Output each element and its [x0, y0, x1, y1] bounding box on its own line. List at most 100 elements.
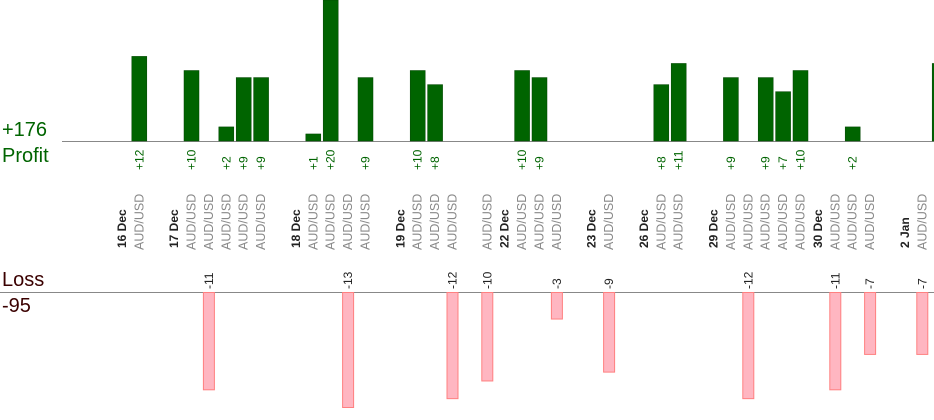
symbol-label: AUD/USD: [846, 194, 860, 250]
date-label: 30 Dec: [811, 209, 825, 248]
symbol-label: AUD/USD: [202, 194, 216, 250]
symbol-label: AUD/USD: [933, 194, 934, 250]
profit-value-label: +11: [933, 150, 934, 170]
loss-value-label: -7: [915, 278, 929, 289]
symbol-label: AUD/USD: [863, 194, 877, 250]
symbol-label: AUD/USD: [480, 194, 494, 250]
date-label: 18 Dec: [289, 209, 303, 248]
symbol-label: AUD/USD: [550, 194, 564, 250]
symbol-label: AUD/USD: [515, 194, 529, 250]
symbol-label: AUD/USD: [672, 194, 686, 250]
profit-value-label: +2: [219, 156, 233, 170]
profit-bar: [235, 77, 252, 142]
profit-bar: [322, 0, 339, 142]
loss-value-label: -11: [202, 272, 216, 289]
loss-bar: [550, 292, 563, 320]
profit-value-label: +8: [428, 156, 442, 170]
loss-bar: [603, 292, 616, 373]
symbol-label: AUD/USD: [533, 194, 547, 250]
profit-value-label: +9: [254, 156, 268, 170]
profit-bar: [514, 70, 530, 142]
profit-value-label: +20: [324, 149, 338, 170]
symbol-label: AUD/USD: [185, 194, 199, 250]
loss-bar: [864, 292, 877, 355]
profit-bar: [183, 70, 200, 142]
profit-bar: [218, 126, 235, 142]
loss-value-label: -7: [863, 278, 877, 289]
profit-value-label: +7: [776, 156, 790, 170]
loss-bar: [829, 292, 842, 391]
loss-bar: [742, 292, 755, 400]
symbol-label: AUD/USD: [759, 194, 773, 250]
loss-bar: [916, 292, 929, 355]
profit-bar: [775, 91, 791, 142]
symbol-label: AUD/USD: [776, 194, 790, 250]
symbol-label: AUD/USD: [741, 194, 755, 250]
date-label: 26 Dec: [637, 209, 651, 248]
symbol-label: AUD/USD: [428, 194, 442, 250]
profit-bar: [531, 77, 548, 142]
profit-bar: [670, 63, 687, 142]
loss-total: -95: [2, 295, 31, 317]
loss-bar: [446, 292, 459, 400]
loss-bar: [342, 292, 355, 408]
profit-value-label: +1: [306, 156, 320, 170]
profit-total: +176: [2, 119, 48, 141]
symbol-label: AUD/USD: [254, 194, 268, 250]
loss-bar: [481, 292, 494, 382]
profit-value-label: +9: [237, 156, 251, 170]
symbol-label: AUD/USD: [359, 194, 373, 250]
profit-bar: [653, 84, 670, 142]
profit-bar: [253, 77, 269, 142]
profit-value-label: +10: [794, 149, 808, 170]
profit-bar: [131, 56, 148, 142]
date-label: 17 Dec: [167, 209, 181, 248]
symbol-label: AUD/USD: [132, 194, 146, 250]
profit-value-label: +9: [724, 156, 738, 170]
symbol-label: AUD/USD: [306, 194, 320, 250]
profit-value-label: +8: [654, 156, 668, 170]
profit-bar: [409, 70, 426, 142]
symbol-label: AUD/USD: [794, 194, 808, 250]
profit-value-label: +2: [846, 156, 860, 170]
profit-bar: [757, 77, 774, 142]
profit-bar: [723, 77, 739, 142]
symbol-label: AUD/USD: [602, 194, 616, 250]
loss-value-label: -12: [741, 271, 755, 289]
loss-value-label: -10: [480, 271, 494, 289]
date-label: 2 Jan: [898, 217, 912, 248]
profit-value-label: +10: [411, 149, 425, 170]
profit-value-label: +9: [533, 156, 547, 170]
profit-bar: [792, 70, 809, 142]
symbol-label: AUD/USD: [828, 194, 842, 250]
profit-value-label: +10: [185, 149, 199, 170]
symbol-label: AUD/USD: [446, 194, 460, 250]
profit-bar: [427, 84, 443, 142]
profit-value-label: +12: [132, 149, 146, 170]
symbol-label: AUD/USD: [915, 194, 929, 250]
profit-value-label: +11: [672, 150, 686, 170]
loss-value-label: -12: [446, 271, 460, 289]
date-label: 23 Dec: [585, 209, 599, 248]
loss-value-label: -3: [550, 278, 564, 289]
profit-bar: [931, 63, 934, 142]
symbol-label: AUD/USD: [237, 194, 251, 250]
date-label: 19 Dec: [393, 209, 407, 248]
loss-value-label: -9: [602, 278, 616, 289]
profit-bar: [357, 77, 374, 142]
profit-value-label: +9: [359, 156, 373, 170]
symbol-label: AUD/USD: [219, 194, 233, 250]
date-label: 16 Dec: [115, 209, 129, 248]
symbol-label: AUD/USD: [654, 194, 668, 250]
symbol-label: AUD/USD: [324, 194, 338, 250]
profit-label: Profit: [2, 145, 49, 167]
profit-bar: [305, 133, 322, 142]
loss-value-label: -11: [828, 272, 842, 289]
date-label: 29 Dec: [707, 209, 721, 248]
symbol-label: AUD/USD: [341, 194, 355, 250]
symbol-label: AUD/USD: [724, 194, 738, 250]
loss-label: Loss: [2, 269, 45, 291]
date-label: 22 Dec: [498, 209, 512, 248]
profit-value-label: +10: [515, 149, 529, 170]
symbol-label: AUD/USD: [411, 194, 425, 250]
